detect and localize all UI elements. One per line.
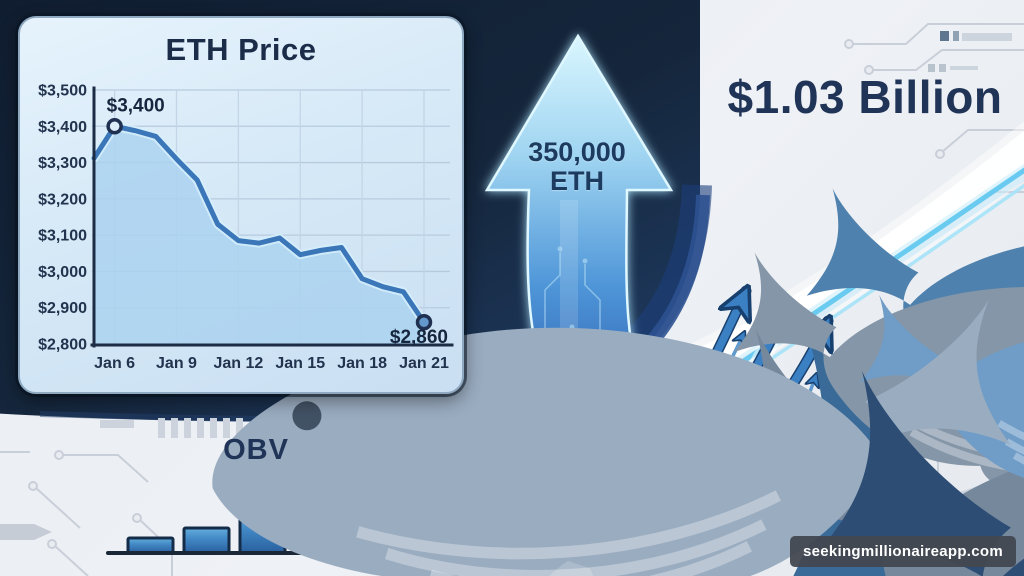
obv-label: OBV: [223, 434, 289, 466]
x-axis-tick-label: Jan 15: [275, 355, 325, 372]
y-axis-tick-label: $3,300: [38, 155, 87, 172]
y-axis-tick-label: $2,900: [38, 300, 87, 317]
accumulation-amount: 350,000: [528, 137, 626, 167]
price-chart-plot: $3,500 $3,400 $3,300 $3,200 $3,100 $3,000 $2,9…: [38, 83, 454, 373]
y-axis-tick-label: $3,400: [38, 119, 87, 136]
end-marker: [415, 313, 433, 331]
x-axis-tick-label: Jan 12: [213, 355, 263, 372]
watermark: seekingmillionaireapp.com: [789, 536, 1016, 567]
obv-bar: [126, 536, 175, 555]
axis-tick-labels: $3,500 $3,400 $3,300 $3,200 $3,100 $3,000 $2,9…: [38, 83, 449, 373]
x-axis-tick-label: Jan 6: [94, 355, 135, 372]
chart-title: ETH Price: [165, 32, 317, 67]
accumulation-label: 350,000 ETH: [467, 138, 687, 196]
x-axis-tick-label: Jan 18: [337, 355, 387, 372]
price-annotation: $3,400: [107, 95, 165, 116]
x-axis-tick-label: Jan 9: [156, 355, 197, 372]
y-axis-tick-label: $3,500: [38, 83, 87, 100]
price-line-series: [89, 121, 429, 345]
chart-axes: [90, 86, 454, 348]
x-axis-tick-label: Jan 21: [399, 355, 449, 372]
price-annotation: $2,860: [390, 327, 448, 348]
headline-amount: $1.03 Billion: [727, 71, 1003, 123]
chart-annotations: $3,400 $2,860: [106, 95, 448, 348]
y-axis-tick-label: $3,200: [38, 191, 87, 208]
price-chart-panel: ETH Price $3,500 $3,400 $3,300 $3,200 $3,100…: [18, 16, 464, 394]
y-axis-tick-label: $3,100: [38, 228, 87, 245]
y-axis-tick-label: $2,800: [38, 337, 87, 354]
obv-bar: [182, 526, 231, 555]
price-area: [94, 126, 424, 345]
circuit-comb-icon: [0, 418, 243, 540]
price-line: [91, 123, 427, 325]
start-marker: [106, 118, 123, 135]
accumulation-unit: ETH: [550, 166, 604, 196]
y-axis-tick-label: $3,000: [38, 264, 87, 281]
